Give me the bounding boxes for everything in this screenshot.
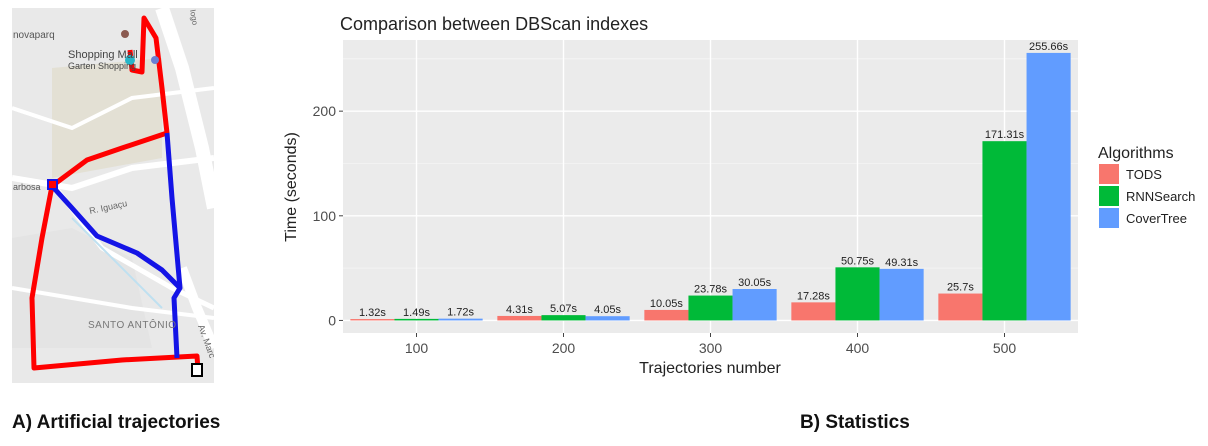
x-tick-label: 200 bbox=[552, 340, 576, 356]
legend-label: RNNSearch bbox=[1126, 189, 1195, 204]
bar-tods-500 bbox=[938, 293, 983, 321]
y-tick-label: 100 bbox=[313, 208, 337, 224]
bar-covertree-400 bbox=[879, 268, 924, 321]
bar-value-label: 49.31s bbox=[885, 257, 919, 269]
caption-b: B) Statistics bbox=[800, 412, 910, 433]
legend-swatch bbox=[1099, 164, 1119, 184]
bar-rnnsearch-100 bbox=[394, 318, 439, 321]
bars bbox=[350, 52, 1071, 321]
legend-swatch bbox=[1099, 186, 1119, 206]
legend: Algorithms TODS RNNSearch CoverTree bbox=[1098, 145, 1195, 228]
chart-canvas: Comparison between DBScan indexes 1.32s 4… bbox=[283, 14, 1195, 377]
bar-tods-300 bbox=[644, 309, 689, 321]
bar-value-label: 50.75s bbox=[841, 255, 875, 267]
caption-a: A) Artificial trajectories bbox=[12, 412, 221, 433]
bar-value-label: 1.49s bbox=[403, 307, 430, 319]
x-tick-label: 400 bbox=[846, 340, 870, 356]
map-waterway bbox=[71, 217, 163, 309]
map-label-district: SANTO ANTÔNIO bbox=[88, 318, 177, 331]
map-zone bbox=[52, 58, 162, 178]
bar-value-label: 5.07s bbox=[550, 303, 577, 315]
bar-value-label: 255.66s bbox=[1029, 41, 1069, 53]
y-axis-label: Time (seconds) bbox=[283, 132, 300, 242]
map-label-place: novaparq bbox=[13, 30, 55, 41]
bar-tods-400 bbox=[791, 302, 836, 321]
shopping-pin-icon bbox=[125, 55, 135, 65]
x-tick-label: 100 bbox=[405, 340, 429, 356]
x-tick-label: 500 bbox=[993, 340, 1017, 356]
map-road bbox=[177, 266, 219, 350]
legend-label: TODS bbox=[1126, 167, 1162, 182]
bar-rnnsearch-400 bbox=[835, 267, 880, 321]
bar-value-label: 17.28s bbox=[797, 290, 831, 302]
legend-label: CoverTree bbox=[1126, 211, 1187, 226]
bar-covertree-100 bbox=[438, 318, 483, 321]
map-road bbox=[11, 286, 215, 320]
statistics-chart: Comparison between DBScan indexes 1.32s 4… bbox=[270, 0, 1208, 400]
bar-value-label: 1.72s bbox=[447, 307, 474, 319]
y-tick-label: 200 bbox=[313, 103, 337, 119]
map-label-mall: Shopping Mall bbox=[68, 49, 138, 61]
bar-rnnsearch-300 bbox=[688, 295, 733, 321]
route-end-marker bbox=[191, 363, 203, 377]
bar-value-label: 30.05s bbox=[738, 277, 772, 289]
legend-title: Algorithms bbox=[1098, 145, 1174, 162]
bar-value-label: 4.31s bbox=[506, 304, 533, 316]
bar-value-label: 4.05s bbox=[594, 304, 621, 316]
route-red-upper bbox=[50, 15, 170, 189]
bar-covertree-300 bbox=[732, 288, 777, 321]
bar-value-label: 23.78s bbox=[694, 284, 728, 296]
bar-labels: 1.32s 4.31s 10.05s 17.28s 25.7s 1.49s 5.07s 23.… bbox=[359, 41, 1069, 319]
legend-items: TODS RNNSearch CoverTree bbox=[1099, 164, 1195, 228]
map-road bbox=[11, 86, 215, 131]
bar-covertree-200 bbox=[585, 316, 630, 321]
bar-value-label: 25.7s bbox=[947, 282, 974, 294]
bar-value-label: 1.32s bbox=[359, 307, 386, 319]
map-label-street: arbosa bbox=[13, 182, 41, 192]
trajectory-map: novaparq Shopping Mall Garten Shopping a… bbox=[11, 5, 221, 383]
route-start-marker bbox=[47, 179, 58, 190]
bar-rnnsearch-500 bbox=[982, 141, 1027, 321]
bar-rnnsearch-200 bbox=[541, 315, 586, 321]
bar-value-label: 10.05s bbox=[650, 298, 684, 310]
y-tick-label: 0 bbox=[328, 312, 336, 328]
map-road bbox=[155, 5, 221, 210]
chart-title: Comparison between DBScan indexes bbox=[340, 14, 648, 34]
axes: 0 100 200 100 200 300 400 500 bbox=[313, 103, 1017, 356]
route-red-lower bbox=[29, 185, 201, 371]
bar-tods-200 bbox=[497, 315, 542, 321]
bar-tods-100 bbox=[350, 319, 395, 321]
legend-swatch bbox=[1099, 208, 1119, 228]
map-label-mall-sub: Garten Shopping bbox=[68, 61, 136, 71]
bar-value-label: 171.31s bbox=[985, 129, 1025, 141]
transit-pin-icon bbox=[151, 56, 159, 64]
map-road bbox=[11, 155, 215, 192]
bar-covertree-500 bbox=[1026, 52, 1071, 321]
x-tick-label: 300 bbox=[699, 340, 723, 356]
place-pin-icon bbox=[121, 30, 129, 38]
map-label-corner: Iogo bbox=[188, 9, 200, 26]
grid-lines bbox=[343, 40, 1078, 333]
route-blue-diagonal bbox=[50, 184, 182, 290]
map-canvas: novaparq Shopping Mall Garten Shopping a… bbox=[11, 5, 221, 383]
x-axis-label: Trajectories number bbox=[639, 360, 781, 377]
